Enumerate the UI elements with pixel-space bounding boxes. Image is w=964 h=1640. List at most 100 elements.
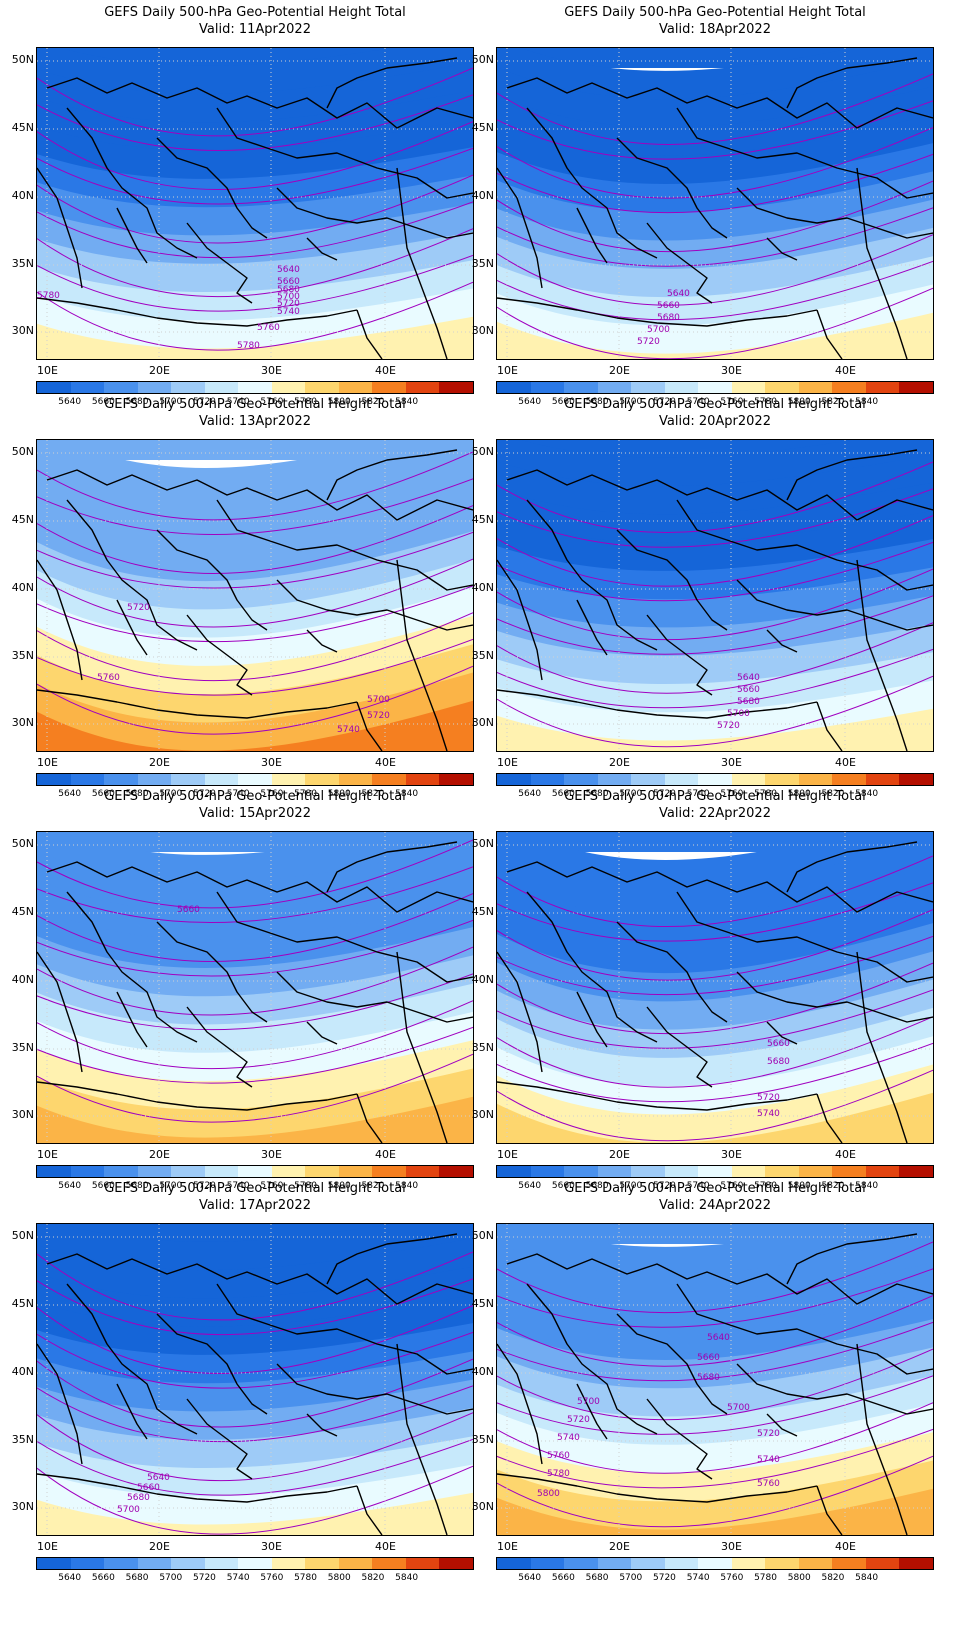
colorbar-swatch [798, 1558, 833, 1569]
longitude-tick-label: 20E [149, 364, 170, 377]
panel-title: GEFS Daily 500-hPa Geo-Potential Height … [104, 789, 406, 804]
map-panel: GEFS Daily 500-hPa Geo-Potential Height … [0, 1176, 482, 1586]
colorbar-swatch [899, 1166, 933, 1177]
colorbar [36, 773, 474, 786]
coastline-border [306, 629, 338, 653]
colorbar-swatch [865, 1166, 900, 1177]
coastline-border [497, 297, 818, 327]
panel-title: GEFS Daily 500-hPa Geo-Potential Height … [564, 1181, 866, 1196]
latitude-tick-label: 50N [471, 837, 494, 850]
colorbar [496, 1557, 934, 1570]
colorbar-swatch [698, 382, 732, 393]
colorbar-label: 5800 [327, 789, 351, 799]
coastline-border [646, 1398, 713, 1480]
colorbar-swatch [765, 1166, 799, 1177]
colorbar-swatch [405, 774, 440, 785]
panel-title: GEFS Daily 500-hPa Geo-Potential Height … [104, 397, 406, 412]
colorbar [496, 1165, 934, 1178]
colorbar-swatch [271, 1558, 306, 1569]
height-field-map: 5640 5660 5680 5700 5720 [497, 440, 933, 751]
colorbar-swatch [832, 774, 866, 785]
colorbar-swatch [530, 382, 565, 393]
contour-label: 5640 [707, 1333, 730, 1343]
colorbar-swatch [372, 774, 406, 785]
contour-label: 5700 [277, 292, 300, 302]
longitude-tick-label: 10E [497, 364, 518, 377]
map-panel: GEFS Daily 500-hPa Geo-Potential Height … [460, 784, 942, 1194]
panel-valid-date: Valid: 17Apr2022 [199, 1198, 311, 1213]
contour-label: 5760 [757, 1479, 780, 1489]
panel-title: GEFS Daily 500-hPa Geo-Potential Height … [104, 5, 406, 20]
latitude-tick-label: 45N [11, 121, 34, 134]
latitude-tick-label: 40N [471, 1365, 494, 1378]
longitude-tick-label: 20E [149, 1148, 170, 1161]
colorbar [36, 381, 474, 394]
longitude-tick-label: 10E [37, 1148, 58, 1161]
colorbar-label: 5660 [551, 1181, 575, 1191]
latitude-tick-label: 35N [11, 649, 34, 662]
contour-line [37, 866, 473, 923]
colorbar-label: 5680 [125, 397, 149, 407]
colorbar-label: 5680 [125, 1573, 149, 1583]
coastline-border [816, 701, 843, 751]
longitude-tick-label: 20E [609, 756, 630, 769]
contour-line [37, 67, 473, 137]
latitude-tick-label: 45N [471, 905, 494, 918]
coastline-border [497, 689, 818, 719]
contour-label: 5700 [647, 325, 670, 335]
colorbar-label: 5840 [395, 789, 419, 799]
colorbar-swatch [832, 382, 866, 393]
contour-line [497, 1295, 933, 1367]
contour-label: 5680 [767, 1057, 790, 1067]
coastline-border [616, 1313, 728, 1415]
coastline-border [356, 1093, 383, 1143]
height-field-map: 5660 5680 5720 5740 [497, 832, 933, 1143]
colorbar-swatch [439, 1166, 473, 1177]
colorbar-label: 5640 [58, 1573, 82, 1583]
panel-valid-date: Valid: 20Apr2022 [659, 414, 771, 429]
contour-line [37, 505, 473, 574]
coastline-border [116, 991, 148, 1048]
contour-line [497, 153, 933, 214]
coastline-border [186, 1398, 253, 1480]
latitude-tick-label: 45N [11, 513, 34, 526]
contour-line [37, 1385, 473, 1443]
colorbar-label: 5800 [327, 1181, 351, 1191]
coastline-border [116, 1383, 148, 1440]
colorbar-swatch [664, 774, 699, 785]
latitude-tick-label: 45N [471, 1297, 494, 1310]
coastline-border [186, 1006, 253, 1088]
colorbar-label: 5760 [720, 397, 744, 407]
panel-valid-date: Valid: 13Apr2022 [199, 414, 311, 429]
coastline-border [816, 1485, 843, 1535]
latitude-tick-label: 35N [11, 257, 34, 270]
colorbar-label: 5760 [260, 1181, 284, 1191]
coastline-border [356, 701, 383, 751]
contour-label: 5740 [557, 1433, 580, 1443]
colorbar-swatch [305, 1166, 339, 1177]
contour-label: 5660 [137, 1483, 160, 1493]
latitude-tick-label: 40N [11, 581, 34, 594]
colorbar-swatch [530, 1166, 565, 1177]
coastline-border [497, 167, 543, 289]
latitude-tick-label: 30N [471, 716, 494, 729]
contour-label: 5720 [277, 299, 300, 309]
longitude-tick-label: 10E [37, 1540, 58, 1553]
colorbar-swatch [70, 382, 105, 393]
contour-line [37, 1358, 473, 1428]
colorbar-label: 5820 [821, 1573, 845, 1583]
colorbar-label: 5840 [855, 1573, 879, 1583]
colorbar-label: 5840 [855, 789, 879, 799]
height-field-map: 5660 [37, 832, 473, 1143]
colorbar-label: 5780 [754, 1573, 777, 1583]
contour-line [497, 515, 933, 587]
colorbar-label: 5700 [159, 1573, 183, 1583]
coastline-border [816, 309, 843, 359]
colorbar-swatch [238, 382, 272, 393]
longitude-tick-label: 30E [261, 364, 282, 377]
colorbar-swatch [137, 382, 172, 393]
longitude-tick-label: 40E [375, 1540, 396, 1553]
longitude-tick-label: 40E [835, 756, 856, 769]
colorbar-swatch [899, 774, 933, 785]
